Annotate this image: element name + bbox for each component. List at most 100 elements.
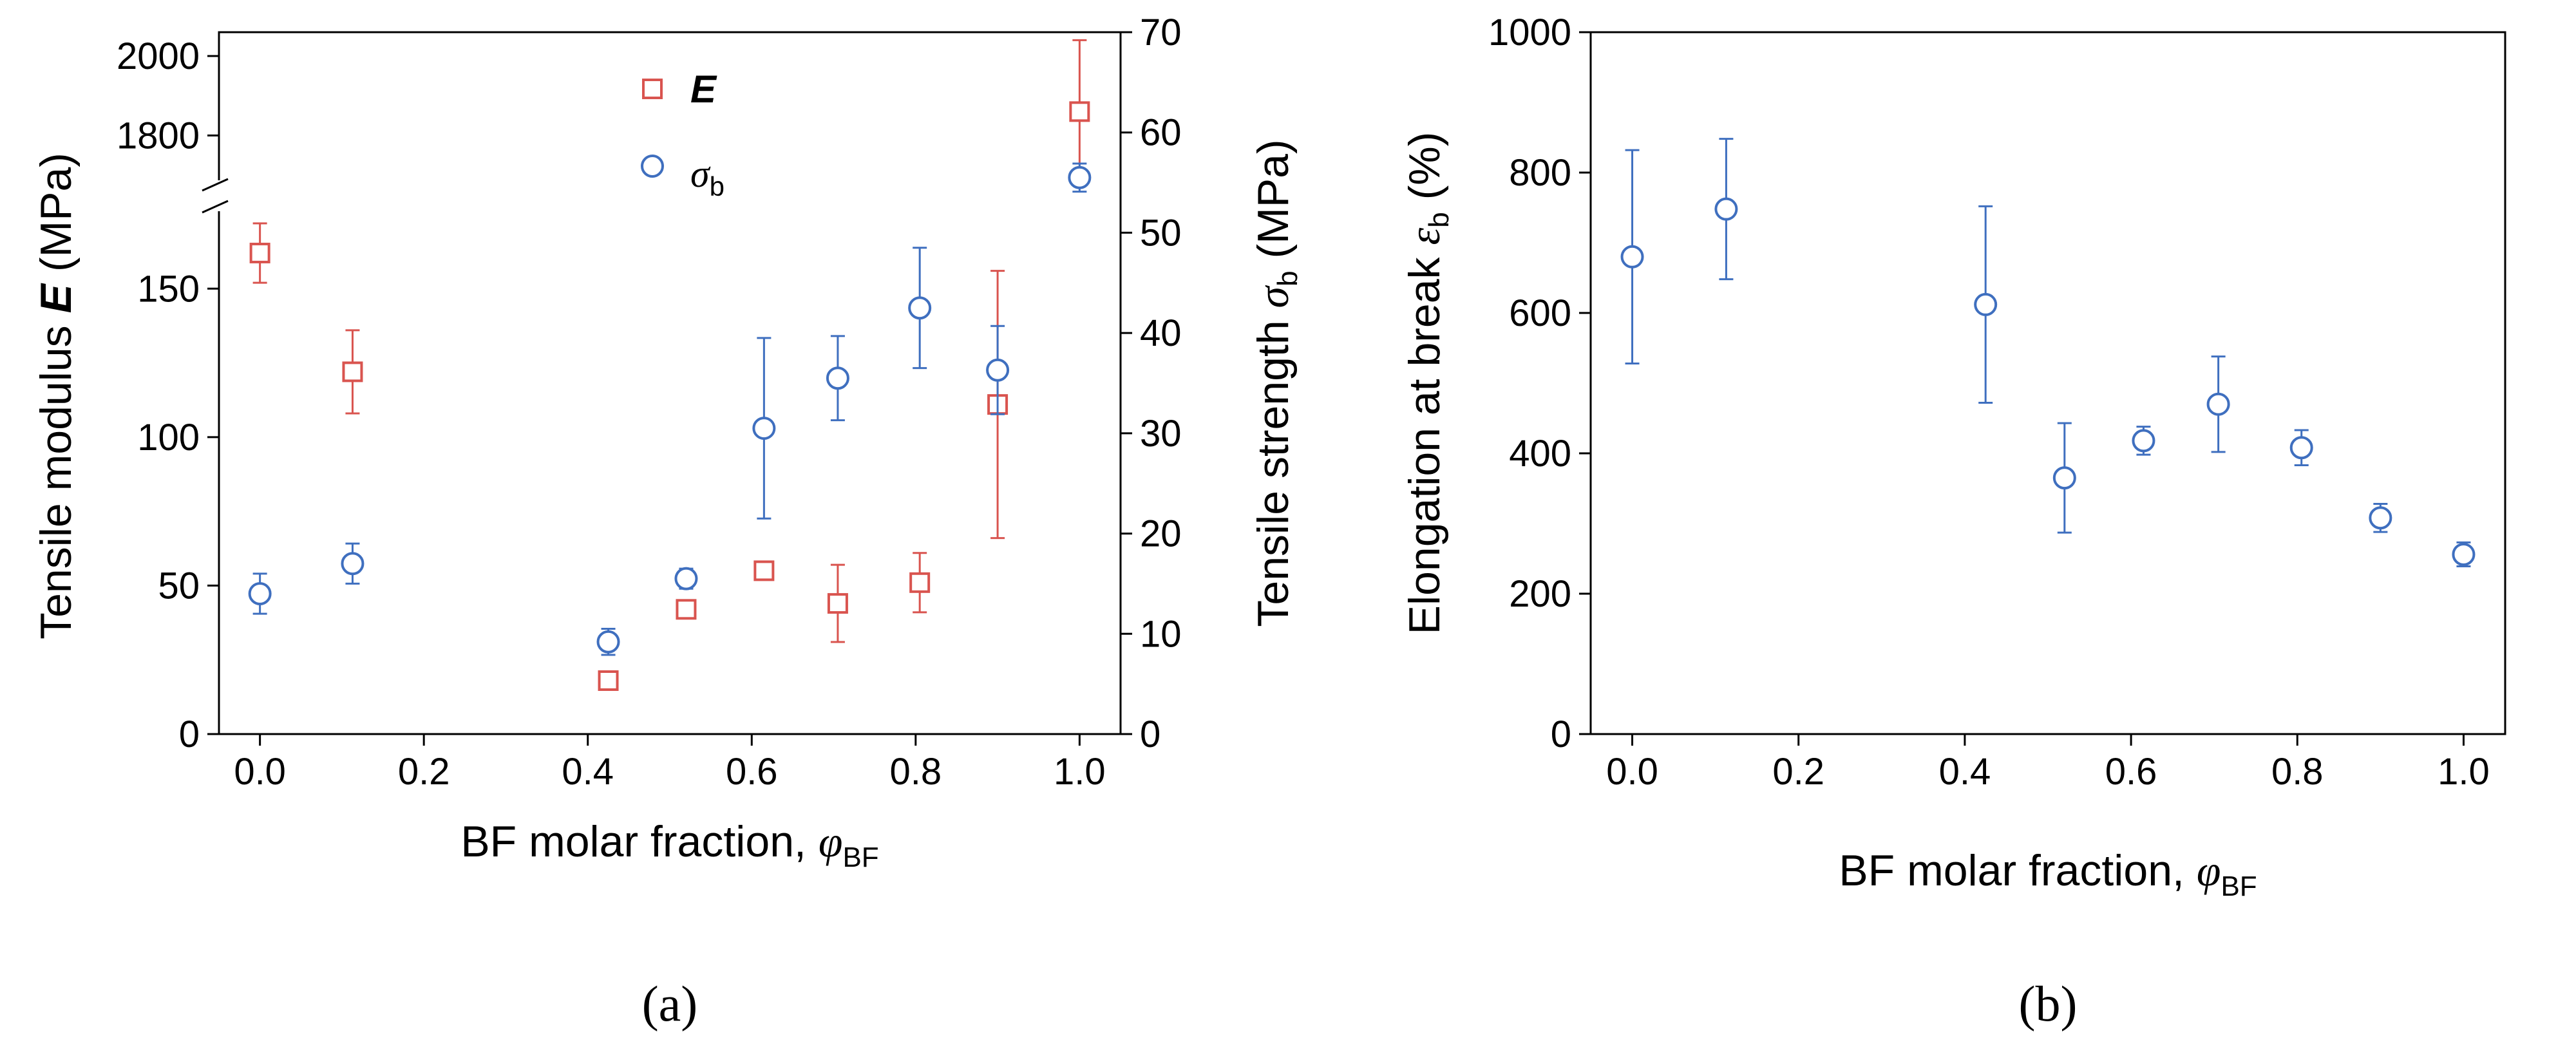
left-y-tick-label: 0: [179, 713, 200, 755]
panel-a-right-y-label-unit: (MPa): [1249, 139, 1298, 270]
panel-a-right-y-axis-title: Tensile strength σb (MPa): [1249, 139, 1303, 627]
x-tick-label: 0.0: [1606, 751, 1658, 793]
strength-point: [752, 417, 776, 440]
panel-b-x-label-symbol: φ: [2197, 846, 2221, 895]
panel-b-marks: [1620, 138, 2476, 567]
elongation-point: [2289, 436, 2313, 460]
modulus-point: [676, 599, 697, 620]
elongation-point: [2369, 506, 2392, 530]
x-tick-label: 0.0: [234, 751, 286, 793]
panel-a-left-y-axis-title: Tensile modulus E (MPa): [32, 153, 80, 639]
x-tick-label: 1.0: [2438, 751, 2490, 793]
panel-a-right-y-label-text: Tensile strength: [1249, 308, 1298, 627]
panel-b-y-label-unit: (%): [1400, 132, 1449, 212]
x-tick-label: 0.2: [398, 751, 450, 793]
left-y-tick-label: 150: [137, 268, 200, 310]
panel-b-y-label-sub: b: [1423, 212, 1455, 227]
panel-a-plot-frame: [218, 31, 1122, 735]
panel-b-x-axis-title: BF molar fraction, φBF: [1839, 846, 2257, 902]
axis-break-gap: [200, 180, 238, 211]
panel-a-left-y-label-unit: (MPa): [32, 153, 80, 284]
x-tick-label: 0.8: [889, 751, 942, 793]
panel-b-x-label-sub: BF: [2221, 871, 2257, 902]
elongation-point: [1974, 292, 1998, 316]
modulus-point: [598, 670, 619, 691]
strength-point: [826, 366, 849, 390]
strength-point: [341, 552, 365, 576]
panel-a-x-axis-title: BF molar fraction, φBF: [460, 817, 878, 873]
strength-point: [674, 567, 698, 590]
right-y-tick-label: 60: [1140, 112, 1182, 154]
left-y-tick-label: 100: [137, 417, 200, 458]
left-y-tick-label: 50: [158, 565, 200, 607]
strength-point: [986, 358, 1010, 382]
x-tick-label: 0.8: [2271, 751, 2324, 793]
legend-label-sigma: σb: [690, 153, 724, 202]
legend-square-marker: [642, 79, 663, 99]
panel-a-x-label-symbol: φ: [819, 817, 843, 866]
x-tick-label: 1.0: [1054, 751, 1106, 793]
right-y-tick-label: 50: [1140, 212, 1182, 254]
modulus-point: [827, 593, 848, 614]
right-y-tick-label: 10: [1140, 613, 1182, 655]
panel-a-left-y-label-symbol: E: [32, 282, 80, 313]
x-tick-label: 0.6: [726, 751, 778, 793]
y-tick-label: 0: [1551, 713, 1571, 755]
elongation-point: [1714, 197, 1738, 221]
right-y-tick-label: 70: [1140, 12, 1182, 53]
panel-a-x-label-text: BF molar fraction,: [460, 817, 819, 866]
y-tick-label: 1000: [1488, 12, 1571, 53]
y-tick-label: 800: [1509, 152, 1571, 194]
right-y-tick-label: 0: [1140, 713, 1160, 755]
y-tick-label: 600: [1509, 292, 1571, 334]
panel-b-x-ticks: 0.0 0.2 0.4 0.6 0.8 1.0: [1606, 734, 2490, 793]
panel-a: 0.0 0.2 0.4 0.6 0.8 1.0 0 50 100 150 1800 2000 0 10…: [32, 12, 1303, 1032]
axis-break-slash: [202, 200, 229, 214]
panel-a-marks: [248, 39, 1092, 691]
legend-sigma-sub: b: [710, 171, 724, 202]
x-tick-label: 0.4: [562, 751, 614, 793]
panel-b-plot-frame: [1589, 31, 2506, 735]
left-y-tick-label: 2000: [117, 35, 200, 77]
legend-label-e: E: [690, 68, 717, 111]
panel-a-right-y-ticks: 0 10 20 30 40 50 60 70: [1121, 12, 1182, 755]
x-tick-label: 0.6: [2105, 751, 2157, 793]
right-y-tick-label: 20: [1140, 513, 1182, 555]
panel-a-axis-break: [200, 178, 238, 214]
left-y-tick-label: 1800: [117, 115, 200, 156]
modulus-point: [1069, 101, 1090, 122]
panel-a-right-y-label-sub: b: [1272, 270, 1303, 286]
panel-a-x-label-sub: BF: [842, 842, 878, 873]
right-y-tick-label: 30: [1140, 413, 1182, 455]
panel-a-left-y-label-text: Tensile modulus: [32, 313, 80, 639]
legend-circle-marker: [641, 155, 664, 178]
panel-a-left-y-ticks: 0 50 100 150 1800 2000: [117, 35, 219, 755]
x-tick-label: 0.2: [1772, 751, 1824, 793]
panel-b: 0.0 0.2 0.4 0.6 0.8 1.0 0 200 400 600 800 1000 BF …: [1400, 12, 2506, 1032]
y-tick-label: 200: [1509, 573, 1571, 615]
panel-b-y-axis-title: Elongation at break εb (%): [1400, 132, 1455, 635]
strength-point: [908, 296, 932, 320]
panel-b-label: (b): [2019, 976, 2078, 1032]
elongation-point: [2132, 429, 2155, 453]
modulus-point: [249, 242, 270, 263]
panel-b-y-label-text: Elongation at break: [1400, 245, 1449, 635]
x-tick-label: 0.4: [1939, 751, 1991, 793]
strength-point: [1068, 165, 1092, 189]
panel-b-y-ticks: 0 200 400 600 800 1000: [1488, 12, 1591, 755]
strength-point: [596, 630, 620, 654]
y-tick-label: 400: [1509, 433, 1571, 475]
elongation-point: [1620, 245, 1644, 269]
elongation-point: [2052, 466, 2076, 490]
modulus-point: [909, 572, 931, 593]
modulus-point: [753, 560, 775, 581]
panel-a-legend: E σb: [641, 68, 724, 202]
elongation-point: [2206, 392, 2230, 416]
right-y-tick-label: 40: [1140, 312, 1182, 354]
legend-sigma-symbol: σ: [690, 153, 711, 195]
panel-a-right-y-label-symbol: σ: [1249, 285, 1298, 308]
panel-b-y-label-symbol: ε: [1400, 228, 1449, 245]
strength-point: [248, 582, 272, 605]
axis-break-slash: [202, 178, 229, 192]
